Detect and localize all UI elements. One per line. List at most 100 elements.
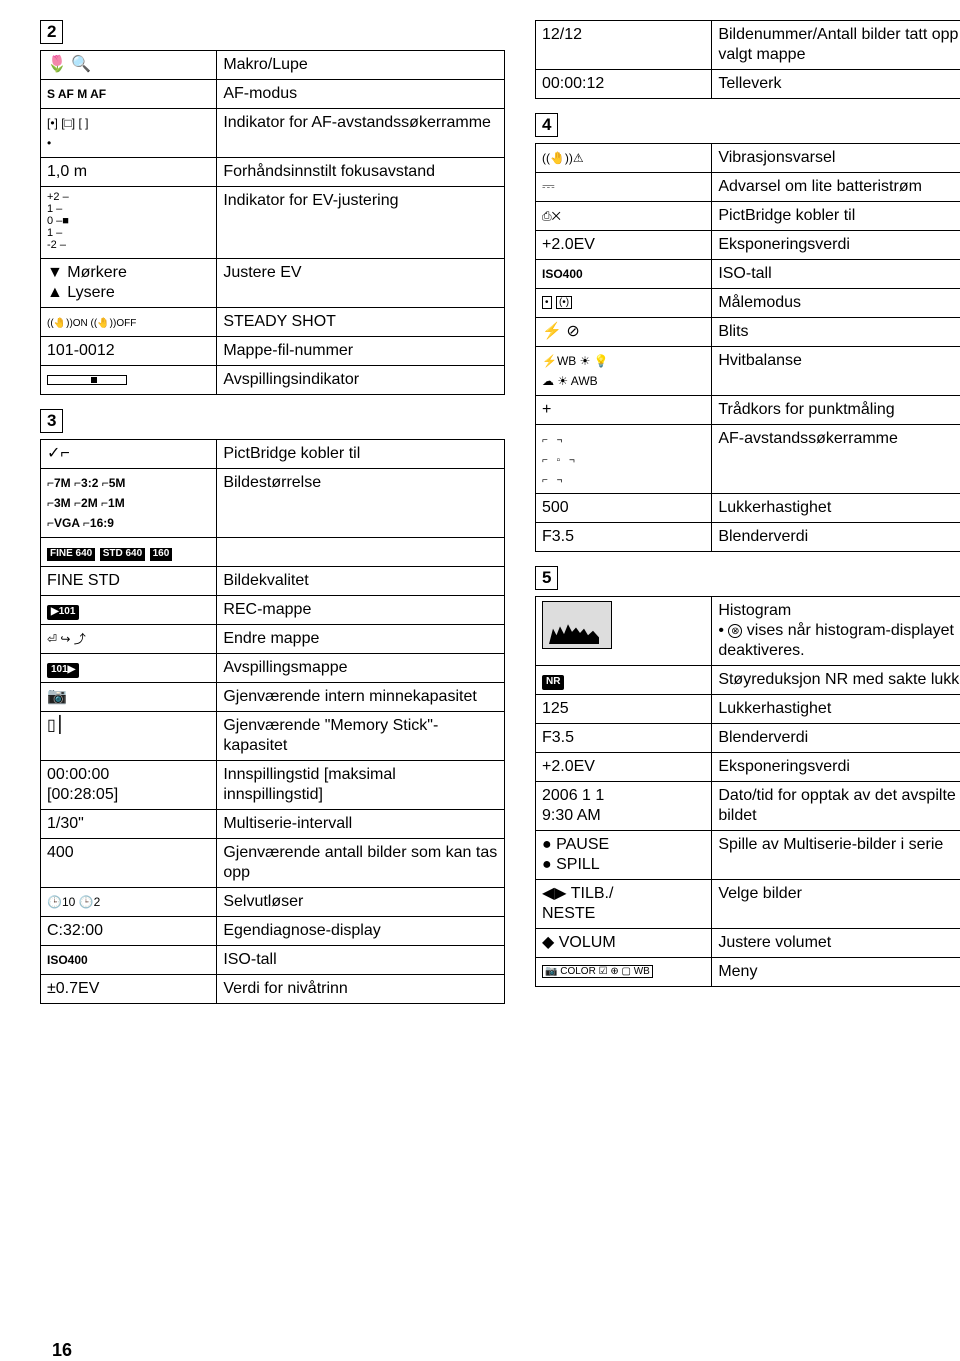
table-row: ⌐7M ⌐3:2 ⌐5M⌐3M ⌐2M ⌐1M⌐VGA ⌐16:9Bildest…	[41, 469, 505, 538]
description-cell: Velge bilder	[712, 880, 960, 929]
description-cell: Advarsel om lite batteristrøm	[712, 173, 960, 202]
table-row: ⚡ ⊘Blits	[536, 318, 960, 347]
indicator-cell: +2.0EV	[536, 753, 712, 782]
table-top-right: 12/12Bildenummer/Antall bilder tatt opp …	[535, 20, 960, 99]
description-cell: Histogram• ⊗ vises når histogram-display…	[712, 597, 960, 666]
indicator-cell: ⚡ ⊘	[536, 318, 712, 347]
right-column: 12/12Bildenummer/Antall bilder tatt opp …	[535, 20, 960, 1018]
table-row: ⏎ ↪ ⤴Endre mappe	[41, 625, 505, 654]
description-cell: Dato/tid for opptak av det avspilte bild…	[712, 782, 960, 831]
section-5-label: 5	[535, 566, 558, 590]
table-row: +Trådkors for punktmåling	[536, 396, 960, 425]
description-cell: ISO-tall	[712, 260, 960, 289]
table-row: 🕒10 🕒2Selvutløser	[41, 888, 505, 917]
table-row: ⌐ ¬⌐ ▫ ¬⌐ ¬AF-avstandssøkerramme	[536, 425, 960, 494]
indicator-cell	[41, 366, 217, 395]
table-row: C:32:00Egendiagnose-display	[41, 917, 505, 946]
indicator-cell: 1/30"	[41, 810, 217, 839]
indicator-cell: S AF M AF	[41, 80, 217, 109]
description-cell: Lukkerhastighet	[712, 494, 960, 523]
description-cell: AF-avstandssøkerramme	[712, 425, 960, 494]
description-cell: Telleverk	[712, 70, 960, 99]
table-row: ⎙✕PictBridge kobler til	[536, 202, 960, 231]
description-cell: Selvutløser	[217, 888, 505, 917]
table-row: ISO400ISO-tall	[536, 260, 960, 289]
table-row: 📷Gjenværende intern minnekapasitet	[41, 683, 505, 712]
indicator-cell: ⌐ ¬⌐ ▫ ¬⌐ ¬	[536, 425, 712, 494]
indicator-cell: +2 – 1 – 0 –■ 1 – -2 –	[41, 187, 217, 259]
description-cell	[217, 538, 505, 567]
table-row: ⚡WB ☀ 💡☁ ☀ AWBHvitbalanse	[536, 347, 960, 396]
indicator-cell: 12/12	[536, 21, 712, 70]
table-row: 2006 1 19:30 AMDato/tid for opptak av de…	[536, 782, 960, 831]
description-cell: Trådkors for punktmåling	[712, 396, 960, 425]
table-row: S AF M AFAF-modus	[41, 80, 505, 109]
indicator-cell: ✓⌐	[41, 440, 217, 469]
table-row: ⎓Advarsel om lite batteristrøm	[536, 173, 960, 202]
table-row: ▯⎮Gjenværende "Memory Stick"-kapasitet	[41, 712, 505, 761]
description-cell: Blits	[712, 318, 960, 347]
table-row: 00:00:12Telleverk	[536, 70, 960, 99]
indicator-cell: ● PAUSE● SPILL	[536, 831, 712, 880]
table-row: +2 – 1 – 0 –■ 1 – -2 –Indikator for EV-j…	[41, 187, 505, 259]
indicator-cell: ⌐7M ⌐3:2 ⌐5M⌐3M ⌐2M ⌐1M⌐VGA ⌐16:9	[41, 469, 217, 538]
description-cell: Egendiagnose-display	[217, 917, 505, 946]
table-row: +2.0EVEksponeringsverdi	[536, 231, 960, 260]
table-row: 101▶Avspillingsmappe	[41, 654, 505, 683]
description-cell: Indikator for AF-avstandssøkerramme	[217, 109, 505, 158]
description-cell: Blenderverdi	[712, 724, 960, 753]
description-cell: Forhåndsinnstilt fokusavstand	[217, 158, 505, 187]
description-cell: Avspillingsindikator	[217, 366, 505, 395]
description-cell: Gjenværende intern minnekapasitet	[217, 683, 505, 712]
indicator-cell: 125	[536, 695, 712, 724]
description-cell: Vibrasjonsvarsel	[712, 144, 960, 173]
table-row: F3.5Blenderverdi	[536, 523, 960, 552]
indicator-cell: 400	[41, 839, 217, 888]
section-3-label: 3	[40, 409, 63, 433]
description-cell: Bildestørrelse	[217, 469, 505, 538]
table-row: 12/12Bildenummer/Antall bilder tatt opp …	[536, 21, 960, 70]
indicator-cell: 00:00:12	[536, 70, 712, 99]
indicator-cell: 1,0 m	[41, 158, 217, 187]
section-2-label: 2	[40, 20, 63, 44]
table-row: 500Lukkerhastighet	[536, 494, 960, 523]
description-cell: Støyreduksjon NR med sakte lukker	[712, 666, 960, 695]
table-row: 1,0 mForhåndsinnstilt fokusavstand	[41, 158, 505, 187]
description-cell: Bildenummer/Antall bilder tatt opp i val…	[712, 21, 960, 70]
description-cell: STEADY SHOT	[217, 308, 505, 337]
indicator-cell: ISO400	[536, 260, 712, 289]
table-row: ● PAUSE● SPILLSpille av Multiserie-bilde…	[536, 831, 960, 880]
description-cell: PictBridge kobler til	[217, 440, 505, 469]
description-cell: Eksponeringsverdi	[712, 231, 960, 260]
table-row: • (•)Målemodus	[536, 289, 960, 318]
description-cell: Makro/Lupe	[217, 51, 505, 80]
indicator-cell: F3.5	[536, 523, 712, 552]
table-section-2: 🌷 🔍Makro/LupeS AF M AFAF-modus[•] [□] [ …	[40, 50, 505, 395]
table-row: ((🤚))⚠Vibrasjonsvarsel	[536, 144, 960, 173]
description-cell: Eksponeringsverdi	[712, 753, 960, 782]
description-cell: Endre mappe	[217, 625, 505, 654]
table-row: NRStøyreduksjon NR med sakte lukker	[536, 666, 960, 695]
indicator-cell	[536, 597, 712, 666]
table-row: FINE STDBildekvalitet	[41, 567, 505, 596]
indicator-cell: ▶101	[41, 596, 217, 625]
description-cell: Verdi for nivåtrinn	[217, 975, 505, 1004]
indicator-cell: 2006 1 19:30 AM	[536, 782, 712, 831]
table-row: 00:00:00[00:28:05]Innspillingstid [maksi…	[41, 761, 505, 810]
description-cell: AF-modus	[217, 80, 505, 109]
indicator-cell: ((🤚))⚠	[536, 144, 712, 173]
table-section-4: ((🤚))⚠Vibrasjonsvarsel⎓Advarsel om lite …	[535, 143, 960, 552]
page-number: 16	[52, 1340, 72, 1361]
table-row: 📷 COLOR ☑ ⊕ ▢ WBMeny	[536, 958, 960, 987]
indicator-cell: 101-0012	[41, 337, 217, 366]
description-cell: ISO-tall	[217, 946, 505, 975]
description-cell: Mappe-fil-nummer	[217, 337, 505, 366]
description-cell: Lukkerhastighet	[712, 695, 960, 724]
description-cell: Gjenværende antall bilder som kan tas op…	[217, 839, 505, 888]
table-row: ((🤚))ON ((🤚))OFFSTEADY SHOT	[41, 308, 505, 337]
table-row: 🌷 🔍Makro/Lupe	[41, 51, 505, 80]
table-section-3: ✓⌐PictBridge kobler til⌐7M ⌐3:2 ⌐5M⌐3M ⌐…	[40, 439, 505, 1004]
table-row: [•] [□] [ ]•Indikator for AF-avstandssøk…	[41, 109, 505, 158]
indicator-cell: 🕒10 🕒2	[41, 888, 217, 917]
indicator-cell: +2.0EV	[536, 231, 712, 260]
